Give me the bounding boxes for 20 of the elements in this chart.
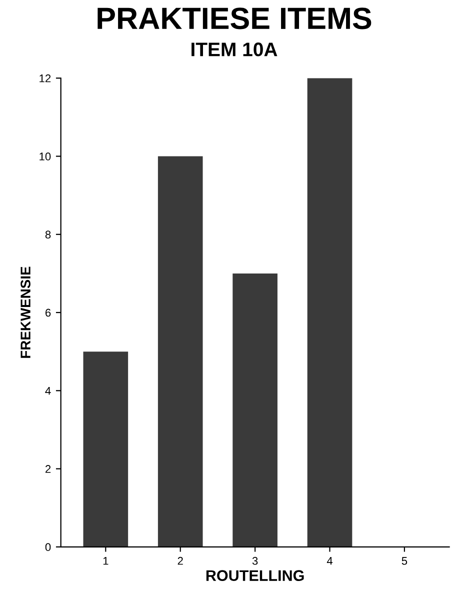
- x-tick-label: 5: [402, 557, 408, 565]
- y-tick-label: 6: [46, 308, 51, 317]
- y-tick-label: 0: [45, 543, 51, 552]
- y-tick-label: 10: [40, 152, 51, 160]
- chart-subtitle: ITEM 10A: [192, 42, 278, 56]
- y-tick-label: 8: [45, 230, 51, 239]
- chart-title: PRAKTIESE ITEMS: [98, 8, 372, 30]
- x-tick-label: 1: [103, 557, 108, 565]
- y-tick-label: 2: [46, 465, 51, 473]
- y-tick-label: 12: [40, 74, 51, 82]
- y-axis-title: FREKWENSIE: [20, 266, 30, 358]
- x-tick-label: 2: [178, 556, 183, 565]
- x-tick-label: 3: [252, 556, 258, 565]
- x-axis-title: ROUTELLING: [206, 570, 304, 581]
- bar: [307, 78, 352, 547]
- bar: [158, 156, 203, 547]
- bar: [83, 352, 128, 547]
- bar: [232, 273, 278, 547]
- y-tick-label: 4: [45, 387, 51, 395]
- x-tick-label: 4: [326, 557, 333, 565]
